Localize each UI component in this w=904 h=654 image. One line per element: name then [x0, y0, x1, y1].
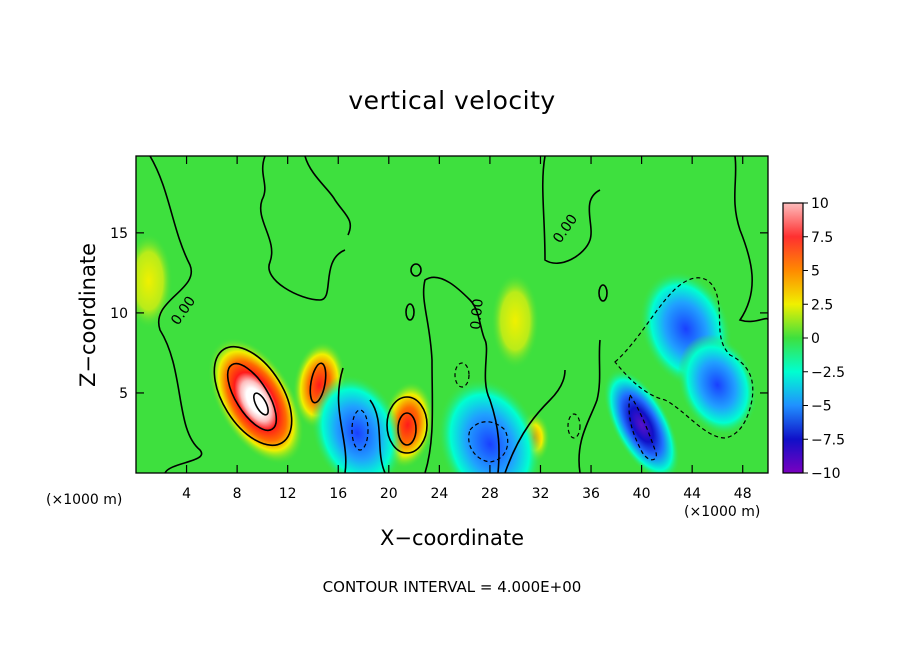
colorbar [782, 202, 804, 474]
neg-contour-deep [628, 393, 657, 461]
colorbar-tick-label: 2.5 [811, 297, 833, 313]
x-tick-label: 8 [233, 486, 242, 502]
x-tick-label: 44 [683, 486, 701, 502]
x-axis-label: X−coordinate [380, 526, 524, 550]
x-tick-label: 24 [430, 486, 448, 502]
chart-title: vertical velocity [348, 86, 556, 115]
colorbar-tick-label: −5 [811, 399, 832, 415]
y-tick-label: 10 [110, 306, 128, 322]
contour-label-2: 0.00 [468, 298, 487, 330]
zero-contour-6 [422, 276, 500, 473]
zero-contour-8 [541, 156, 601, 265]
neg-contour-west [351, 409, 369, 451]
colorbar-tick-label: 0 [811, 331, 820, 347]
x-tick-label: 36 [582, 486, 600, 502]
x-tick-label: 16 [329, 486, 347, 502]
colorbar-tick-label: −7.5 [811, 432, 845, 448]
contour-pos-6 [253, 392, 269, 416]
x-tick-label: 28 [481, 486, 499, 502]
zero-contour-4 [337, 367, 347, 473]
zero-contour-5 [369, 399, 386, 473]
contour-pos-4 [386, 396, 428, 454]
x-tick-label: 4 [182, 486, 191, 502]
plot-frame [135, 155, 769, 474]
colorbar-ticks: 10 7.5 5 2.5 0 −2.5 −5 −7.5 −10 [803, 196, 845, 482]
x-tick-label: 12 [279, 486, 297, 502]
velocity-cell [208, 337, 305, 465]
neg-contour-35 [567, 413, 581, 439]
y-tick-label: 5 [119, 386, 128, 402]
x-tick-label: 40 [633, 486, 651, 502]
zero-contour-9 [578, 339, 601, 473]
neg-contour-east [614, 277, 754, 439]
zero-contour-11 [410, 263, 422, 277]
zero-contour-3 [304, 156, 352, 236]
neg-contour-small [454, 362, 470, 388]
colorbar-tick-label: −10 [811, 466, 841, 482]
zero-contour-7 [504, 369, 566, 473]
velocity-cell [491, 272, 540, 369]
velocity-cell [311, 374, 404, 473]
y-axis-ticks: 5 10 15 [110, 226, 768, 402]
contour-lines [149, 156, 768, 473]
colorbar-tick-label: 10 [811, 196, 829, 212]
contour-pos-2 [226, 362, 278, 432]
zero-contour-12 [405, 303, 415, 321]
zero-contour-1 [149, 156, 203, 473]
zero-contour-13 [598, 284, 608, 302]
x-tick-label: 32 [532, 486, 550, 502]
contour-pos-5 [397, 412, 417, 446]
negative-contours [351, 277, 754, 463]
y-axis-unit: (×1000 m) [46, 492, 123, 508]
colorbar-tick-label: 7.5 [811, 230, 833, 246]
x-tick-label: 20 [380, 486, 398, 502]
velocity-cell [136, 232, 173, 329]
colorbar-tick-label: −2.5 [811, 365, 845, 381]
contour-pos-3 [309, 362, 327, 404]
zero-contour-2 [259, 156, 346, 301]
zero-contour-10 [733, 156, 768, 323]
contour-pos-1 [213, 345, 293, 447]
contour-interval-text: CONTOUR INTERVAL = 4.000E+00 [322, 578, 582, 596]
velocity-cell [437, 378, 543, 473]
x-tick-label: 48 [734, 486, 752, 502]
colorbar-tick-label: 5 [811, 264, 820, 280]
y-tick-label: 15 [110, 226, 128, 242]
x-axis-unit: (×1000 m) [684, 504, 761, 520]
x-axis-ticks: 4 8 12 16 20 24 28 32 36 40 44 48 [182, 156, 752, 502]
velocity-cell [603, 368, 680, 473]
